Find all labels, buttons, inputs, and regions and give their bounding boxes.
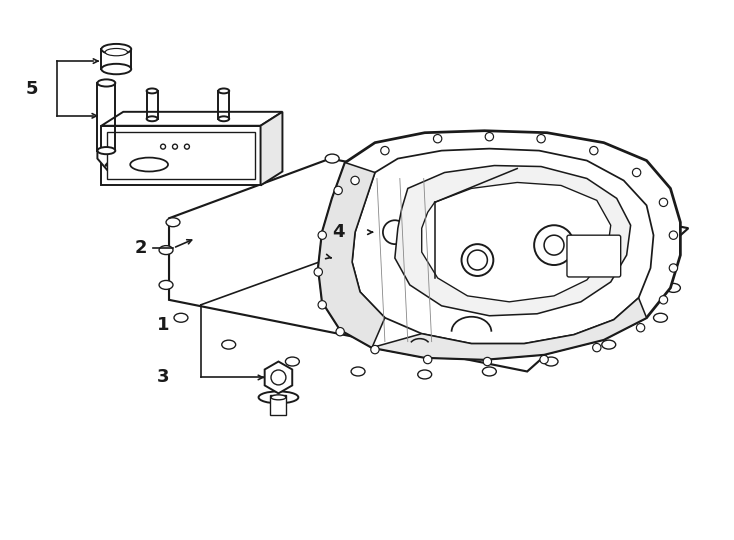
Circle shape [462,244,493,276]
Circle shape [334,186,342,194]
Circle shape [351,176,359,185]
Ellipse shape [98,147,115,154]
Ellipse shape [388,164,401,173]
Ellipse shape [653,254,667,262]
Circle shape [537,134,545,143]
Circle shape [540,355,548,364]
Ellipse shape [418,370,432,379]
FancyBboxPatch shape [567,235,621,277]
Circle shape [383,220,407,244]
Circle shape [483,357,492,366]
Ellipse shape [325,154,339,163]
Ellipse shape [130,158,168,172]
Ellipse shape [515,201,528,210]
Circle shape [544,235,564,255]
Ellipse shape [271,395,286,400]
Circle shape [659,198,668,206]
Circle shape [161,144,166,149]
Ellipse shape [261,154,275,163]
Ellipse shape [174,313,188,322]
Ellipse shape [101,44,131,55]
Ellipse shape [166,218,180,227]
Ellipse shape [159,246,173,254]
Circle shape [592,343,601,352]
Ellipse shape [574,226,588,235]
Circle shape [485,132,493,141]
Ellipse shape [544,357,558,366]
Circle shape [371,346,379,354]
Ellipse shape [147,89,158,93]
Polygon shape [422,183,611,302]
Circle shape [318,231,327,239]
Circle shape [184,144,189,149]
Polygon shape [319,131,680,360]
Bar [271,395,286,415]
Circle shape [534,225,574,265]
Text: 5: 5 [26,80,38,98]
Text: 2: 2 [135,239,148,257]
Ellipse shape [98,79,115,86]
Polygon shape [352,148,653,343]
Ellipse shape [105,49,128,56]
Ellipse shape [222,340,236,349]
Polygon shape [101,112,283,126]
Circle shape [434,134,442,143]
Ellipse shape [199,164,213,173]
Circle shape [659,296,668,304]
Ellipse shape [258,392,298,403]
Circle shape [172,144,178,149]
Circle shape [669,264,677,272]
Ellipse shape [602,340,616,349]
Polygon shape [319,163,385,348]
Polygon shape [169,159,688,372]
Polygon shape [395,166,631,316]
Text: 1: 1 [157,316,170,334]
Circle shape [468,250,487,270]
Polygon shape [101,126,261,185]
Polygon shape [261,112,283,185]
Ellipse shape [101,64,131,75]
Circle shape [373,210,417,254]
Ellipse shape [218,89,229,93]
Circle shape [589,146,598,155]
Polygon shape [98,151,143,179]
Ellipse shape [653,313,667,322]
Polygon shape [372,298,647,360]
Circle shape [336,327,344,336]
Circle shape [633,168,641,177]
Text: 3: 3 [157,368,170,387]
Ellipse shape [218,116,229,122]
Ellipse shape [666,284,680,292]
Ellipse shape [286,357,299,366]
Ellipse shape [351,367,365,376]
Circle shape [271,370,286,385]
Polygon shape [265,361,292,393]
Ellipse shape [482,367,496,376]
Circle shape [636,323,644,332]
Ellipse shape [147,116,158,122]
Circle shape [669,231,677,239]
Ellipse shape [159,280,173,289]
Ellipse shape [451,181,465,190]
Circle shape [424,355,432,364]
Circle shape [318,301,327,309]
Circle shape [314,268,322,276]
Circle shape [381,146,389,155]
Bar [107,132,255,179]
Text: 4: 4 [332,223,344,241]
